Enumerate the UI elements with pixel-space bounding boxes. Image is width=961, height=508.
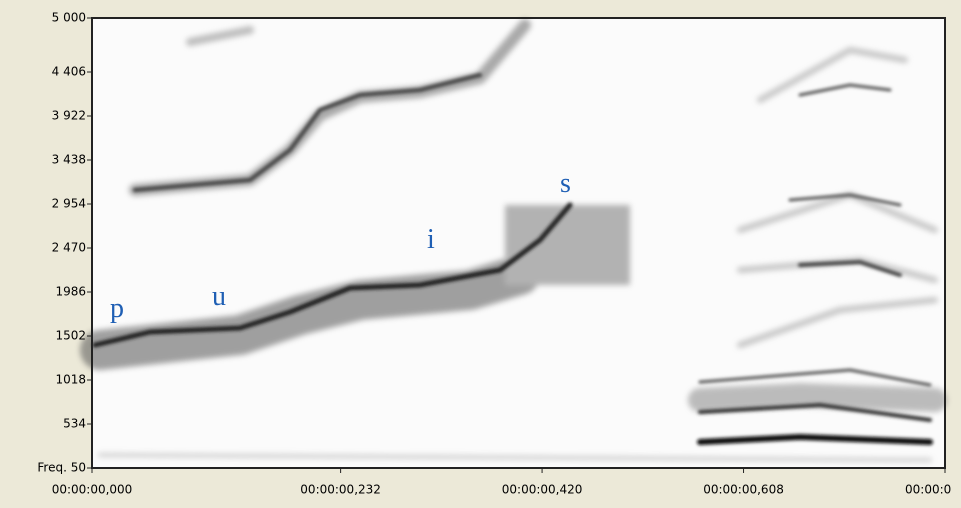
y-tick-label: 4 406 [52, 65, 86, 79]
y-tick-label: 1986 [55, 285, 86, 299]
x-tick-label: 00:00:00,000 [52, 483, 133, 497]
y-tick-label: 2 954 [52, 197, 86, 211]
y-tick-label: 5 000 [52, 11, 86, 25]
x-tick-label: 00:00:00,232 [300, 483, 381, 497]
x-tick-label: 00:00:00,608 [703, 483, 784, 497]
y-tick-label: 1502 [55, 329, 86, 343]
spectrogram-image [80, 19, 947, 462]
y-tick-label: 3 438 [52, 153, 86, 167]
y-tick-label: 3 922 [52, 109, 86, 123]
annotation: i [427, 224, 435, 255]
annotations: p u i s [110, 168, 571, 324]
x-tick-label: 00:00:00,420 [502, 483, 583, 497]
y-tick-label: 2 470 [52, 241, 86, 255]
y-tick-label: 1018 [55, 373, 86, 387]
x-tick-label: 00:00:0 [905, 483, 951, 497]
y-tick-label: Freq. 50 [37, 461, 86, 475]
annotation: p [110, 293, 124, 324]
y-tick-label: 534 [63, 417, 86, 431]
plot-border [91, 17, 946, 469]
annotation: s [560, 168, 571, 199]
annotation: u [212, 281, 226, 312]
